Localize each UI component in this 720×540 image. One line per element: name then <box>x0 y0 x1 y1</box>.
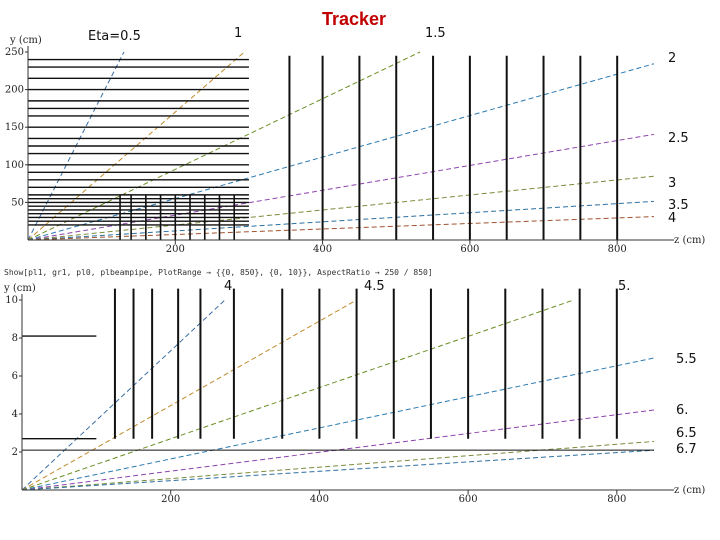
top-barrel-layers <box>28 58 249 226</box>
top-eta-line-4 <box>27 216 655 241</box>
top-x-tick-label: 200 <box>166 244 185 255</box>
bottom-eta-line-6 <box>21 409 655 491</box>
eta-label-5-5: 5.5 <box>676 352 697 367</box>
eta-label-3-5: 3.5 <box>668 198 689 213</box>
bottom-eta-line-6-7 <box>21 449 655 491</box>
bottom-x-tick-label: 600 <box>459 494 478 505</box>
top-eta-line-3-5 <box>27 200 655 241</box>
top-eta-line-3 <box>27 175 655 241</box>
eta-label-1: 1 <box>234 26 242 41</box>
eta-label-0-5: Eta=0.5 <box>88 29 141 44</box>
bottom-x-tick-label: 200 <box>161 494 180 505</box>
eta-label-6-5: 6.5 <box>676 426 697 441</box>
eta-label-2-5: 2.5 <box>668 131 689 146</box>
top-endcap-disks <box>119 55 619 240</box>
top-y-tick-label: 50 <box>11 197 24 208</box>
bottom-eta-line-6-5 <box>21 440 655 491</box>
top-y-axis-label: y (cm) <box>9 35 42 46</box>
eta-label-5: 5. <box>618 279 630 294</box>
bottom-eta-lines <box>21 299 655 491</box>
bottom-axes: 200 400 600 800 2 4 6 8 10 z (cm) y (cm) <box>3 283 705 505</box>
bottom-y-tick-label: 2 <box>12 447 18 458</box>
top-x-axis-label: z (cm) <box>674 235 705 246</box>
bottom-x-tick-label: 800 <box>607 494 626 505</box>
eta-label-3: 3 <box>668 176 676 191</box>
bottom-barrel-layers <box>22 335 654 451</box>
top-tracker-panel: 200 400 600 800 50 100 150 200 250 z (cm) y (cm) <box>5 35 706 255</box>
bottom-tracker-panel: 200 400 600 800 2 4 6 8 10 z (cm) y (cm) <box>3 283 705 505</box>
top-y-tick-label: 250 <box>5 47 24 58</box>
figure-title: Tracker <box>322 9 386 29</box>
bottom-eta-line-4 <box>21 299 226 491</box>
bottom-x-tick-label: 400 <box>310 494 329 505</box>
bottom-eta-line-5 <box>21 299 574 491</box>
top-x-tick-label: 400 <box>313 244 332 255</box>
eta-label-2: 2 <box>668 51 676 66</box>
mathematica-command: Show[pl1, gr1, pl0, plbeampipe, PlotRang… <box>4 268 433 277</box>
bottom-y-tick-label: 10 <box>5 295 18 306</box>
top-axes: 200 400 600 800 50 100 150 200 250 z (cm) y (cm) <box>5 35 706 255</box>
bottom-eta-line-5-5 <box>21 357 655 491</box>
eta-label-6: 6. <box>676 403 688 418</box>
bottom-y-tick-label: 4 <box>12 409 18 420</box>
bottom-y-axis-label: y (cm) <box>3 283 36 294</box>
top-eta-line-2 <box>27 63 655 241</box>
top-x-tick-label: 800 <box>608 244 627 255</box>
top-x-tick-label: 600 <box>460 244 479 255</box>
eta-label-1-5: 1.5 <box>425 26 446 41</box>
bottom-endcap-disks <box>113 288 618 439</box>
top-y-tick-label: 100 <box>5 160 24 171</box>
bottom-eta-line-4-5 <box>21 299 357 491</box>
top-eta-line-2-5 <box>27 133 655 241</box>
bottom-y-tick-label: 6 <box>12 371 18 382</box>
eta-label-4-5: 4.5 <box>364 279 385 294</box>
eta-label-4-top: 4 <box>668 211 676 226</box>
top-y-tick-label: 150 <box>5 122 24 133</box>
eta-label-6-7: 6.7 <box>676 442 697 457</box>
bottom-y-tick-label: 8 <box>12 333 18 344</box>
top-y-tick-label: 200 <box>5 85 24 96</box>
bottom-x-axis-label: z (cm) <box>674 485 705 496</box>
eta-label-4-bottom: 4 <box>224 279 232 294</box>
